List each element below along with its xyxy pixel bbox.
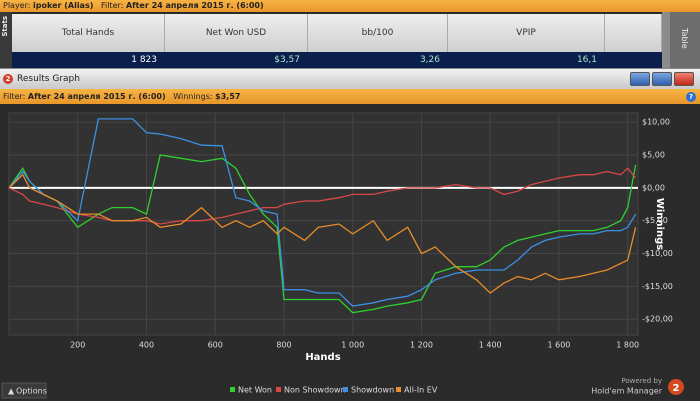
options-button[interactable] xyxy=(1,382,47,399)
player-label: Player: xyxy=(3,1,31,10)
x-tick-label: 1 600 xyxy=(547,341,570,350)
legend-label: Non Showdown xyxy=(284,386,346,395)
brand-badge-circle xyxy=(668,379,684,395)
filter: After 24 апреля 2015 г. (6:00) xyxy=(27,92,166,101)
x-tick-label: 800 xyxy=(276,341,291,350)
series-line xyxy=(8,173,637,294)
x-tick-label: 400 xyxy=(139,341,154,350)
legend-label: Showdown xyxy=(351,386,394,395)
legend-swatch xyxy=(396,387,401,392)
legend-label: All-In EV xyxy=(404,386,438,395)
filter-label: Filter: xyxy=(3,92,26,101)
x-tick-label: 1 200 xyxy=(410,341,433,350)
plot-area xyxy=(8,112,639,336)
series-line xyxy=(8,118,637,307)
minimize-button[interactable] xyxy=(630,72,650,86)
player-bar: Player: ipoker (Alias) Filter: After 24 … xyxy=(0,0,700,12)
maximize-button[interactable] xyxy=(652,72,672,86)
legend-swatch xyxy=(343,387,348,392)
y-tick-label: -$20,00 xyxy=(642,315,673,324)
header-cell xyxy=(605,14,662,52)
table-tab[interactable]: Table xyxy=(670,12,700,68)
legend-swatch xyxy=(276,387,281,392)
value-cell xyxy=(605,52,662,68)
y-tick-label: $0,00 xyxy=(642,183,665,192)
table-tab-label: Table xyxy=(680,28,689,49)
close-button[interactable] xyxy=(674,72,694,86)
x-tick-label: 200 xyxy=(70,341,85,350)
options-arrow: ▲ xyxy=(8,387,15,396)
value-cell: 3,26 xyxy=(308,52,448,68)
powered-by: Powered by xyxy=(621,377,662,385)
player: ipoker (Alias) xyxy=(33,1,94,10)
x-tick-label: 1 000 xyxy=(341,341,364,350)
x-tick-label: 1 800 xyxy=(616,341,639,350)
y-tick-label: -$15,00 xyxy=(642,282,673,291)
x-tick-label: 600 xyxy=(208,341,223,350)
filter-label: Filter: xyxy=(101,1,124,10)
header-cell[interactable]: Net Won USD xyxy=(165,14,308,52)
filter-bar: Filter: After 24 апреля 2015 г. (6:00) W… xyxy=(0,89,700,104)
x-tick-label: 1 400 xyxy=(479,341,502,350)
options-label: Options xyxy=(16,387,47,396)
value-cell: 16,1 xyxy=(448,52,605,68)
window-title: Results Graph xyxy=(17,74,80,84)
header-cell[interactable]: bb/100 xyxy=(308,14,448,52)
scrollbar[interactable] xyxy=(662,12,670,68)
legend-swatch xyxy=(230,387,235,392)
y-tick-label: $5,00 xyxy=(642,151,665,160)
stats-tab-label: Stats xyxy=(1,16,9,37)
filter: After 24 апреля 2015 г. (6:00) xyxy=(125,1,264,10)
header-cell[interactable]: VPIP xyxy=(448,14,605,52)
brand-badge: 2 xyxy=(673,383,680,394)
window-badge: 2 xyxy=(3,74,13,84)
y-tick-label: -$10,00 xyxy=(642,249,673,258)
value-cell: $3,57 xyxy=(165,52,308,68)
y-tick-label: -$5,00 xyxy=(642,216,668,225)
results-graph: Hands Winnings ▲ Options Powered by Hold… xyxy=(0,104,700,401)
value-cell: 1 823 xyxy=(12,52,165,68)
help-icon[interactable]: ? xyxy=(686,92,696,102)
legend-label: Net Won xyxy=(238,386,272,395)
winnings-label: Winnings: xyxy=(173,92,213,101)
stats-tab[interactable]: Stats xyxy=(0,12,12,68)
window-title-bar: 2 Results Graph xyxy=(0,68,700,89)
y-tick-label: $10,00 xyxy=(642,118,670,127)
x-axis-label: Hands xyxy=(305,352,340,363)
series-line xyxy=(8,154,637,314)
winnings: $3,57 xyxy=(215,92,241,101)
brand: Hold'em Manager xyxy=(591,387,662,396)
header-cell[interactable]: Total Hands xyxy=(12,14,165,52)
y-axis-label: Winnings xyxy=(654,198,665,250)
